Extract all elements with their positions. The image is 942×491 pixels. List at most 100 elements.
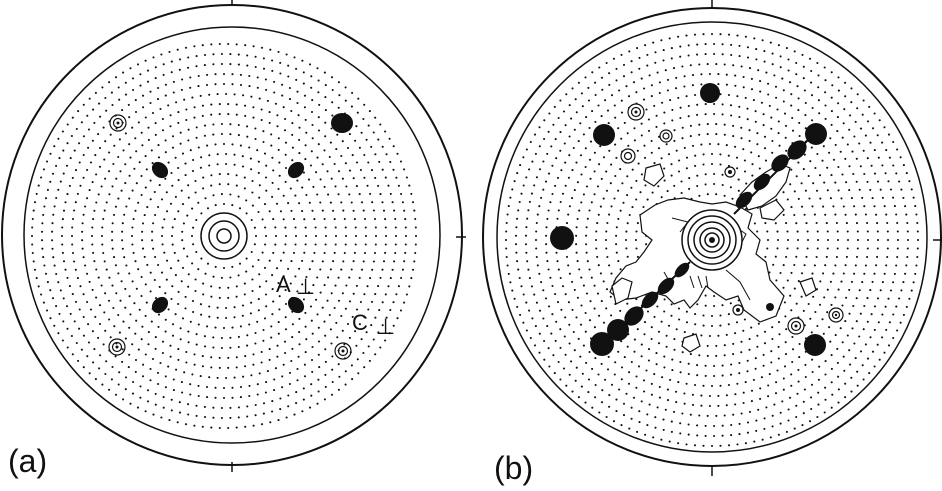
grid-dot bbox=[304, 311, 307, 314]
grid-dot bbox=[505, 255, 508, 259]
grid-dot bbox=[808, 420, 812, 423]
grid-dot bbox=[590, 276, 593, 279]
grid-dot bbox=[318, 366, 321, 369]
grid-dot bbox=[633, 139, 636, 142]
grid-dot bbox=[41, 247, 44, 250]
grid-dot bbox=[646, 53, 649, 56]
grid-dot bbox=[229, 193, 232, 196]
grid-dot bbox=[846, 334, 849, 337]
grid-dot bbox=[810, 383, 814, 386]
grid-dot bbox=[648, 403, 651, 406]
grid-dot bbox=[337, 363, 340, 366]
grid-dot bbox=[91, 243, 94, 246]
grid-dot bbox=[61, 226, 64, 229]
pole-blob bbox=[151, 296, 169, 314]
grid-dot bbox=[399, 160, 403, 163]
grid-dot bbox=[781, 400, 784, 403]
grid-dot bbox=[556, 176, 560, 179]
grid-dot bbox=[74, 201, 77, 204]
grid-dot bbox=[661, 376, 664, 379]
grid-dot bbox=[161, 226, 164, 229]
grid-dot bbox=[605, 415, 608, 419]
pole-figure-b bbox=[482, 0, 942, 476]
grid-dot bbox=[379, 276, 382, 279]
grid-dot bbox=[164, 94, 167, 97]
grid-dot bbox=[729, 302, 732, 305]
grid-dot bbox=[866, 297, 869, 300]
grid-dot bbox=[381, 301, 384, 304]
grid-dot bbox=[210, 174, 213, 177]
grid-dot bbox=[702, 384, 705, 387]
grid-dot bbox=[779, 66, 782, 69]
grid-dot bbox=[270, 325, 273, 328]
grid-dot bbox=[633, 338, 636, 341]
grid-dot bbox=[175, 368, 178, 371]
grid-dot bbox=[677, 96, 680, 99]
grid-dot bbox=[278, 308, 281, 311]
grid-dot bbox=[144, 353, 147, 356]
grid-dot bbox=[776, 108, 779, 111]
grid-dot bbox=[391, 201, 394, 204]
perpendicular-symbol: ⊥ bbox=[296, 274, 315, 299]
grid-dot bbox=[74, 169, 78, 172]
grid-dot bbox=[154, 392, 157, 395]
grid-dot bbox=[118, 331, 121, 334]
grid-dot bbox=[342, 209, 345, 212]
grid-dot bbox=[384, 176, 387, 179]
grid-dot bbox=[289, 282, 292, 285]
grid-dot bbox=[400, 192, 403, 196]
grid-dot bbox=[314, 234, 318, 238]
grid-dot bbox=[134, 358, 138, 362]
grid-dot bbox=[94, 378, 97, 381]
grid-dot bbox=[185, 118, 188, 122]
grid-dot bbox=[150, 149, 153, 152]
grid-dot bbox=[599, 145, 602, 148]
grid-dot bbox=[328, 313, 331, 317]
grid-dot bbox=[146, 389, 150, 392]
grid-dot bbox=[385, 153, 388, 156]
grid-dot bbox=[713, 434, 716, 438]
grid-dot bbox=[790, 104, 793, 107]
grid-dot bbox=[746, 107, 749, 110]
grid-dot bbox=[107, 299, 111, 302]
grid-dot bbox=[717, 143, 720, 146]
grid-dot bbox=[160, 271, 164, 274]
grid-dot bbox=[324, 84, 327, 87]
grid-dot bbox=[157, 325, 160, 328]
grid-dot bbox=[636, 47, 639, 50]
grid-dot bbox=[317, 79, 320, 82]
grid-dot bbox=[282, 218, 285, 221]
grid-dot bbox=[330, 177, 333, 180]
grid-dot bbox=[181, 266, 185, 269]
grid-dot bbox=[343, 343, 346, 346]
grid-dot bbox=[534, 238, 538, 242]
grid-dot bbox=[525, 176, 528, 179]
grid-dot bbox=[284, 316, 287, 319]
grid-dot bbox=[694, 93, 697, 97]
grid-dot bbox=[210, 113, 213, 116]
grid-dot bbox=[184, 307, 187, 310]
grid-dot bbox=[45, 160, 49, 163]
grid-dot bbox=[575, 251, 578, 254]
grid-dot bbox=[260, 423, 264, 426]
pole-figure-a: A ⊥ C ⊥ bbox=[1, 0, 466, 472]
grid-dot bbox=[746, 431, 749, 434]
grid-dot bbox=[233, 376, 236, 379]
grid-dot bbox=[324, 373, 327, 376]
grid-dot bbox=[620, 53, 623, 56]
grid-dot bbox=[841, 341, 844, 344]
grid-dot bbox=[119, 299, 122, 302]
grid-dot bbox=[723, 123, 726, 126]
grid-dot bbox=[166, 259, 169, 262]
grid-dot bbox=[146, 206, 149, 209]
grid-dot bbox=[825, 255, 828, 258]
grid-dot bbox=[814, 166, 817, 170]
grid-dot bbox=[70, 134, 73, 138]
grid-dot bbox=[721, 103, 724, 106]
grid-dot bbox=[822, 205, 825, 208]
grid-dot bbox=[861, 364, 864, 367]
grid-dot bbox=[717, 73, 720, 76]
grid-dot bbox=[887, 297, 890, 300]
grid-dot bbox=[95, 296, 98, 299]
grid-dot bbox=[577, 81, 580, 84]
